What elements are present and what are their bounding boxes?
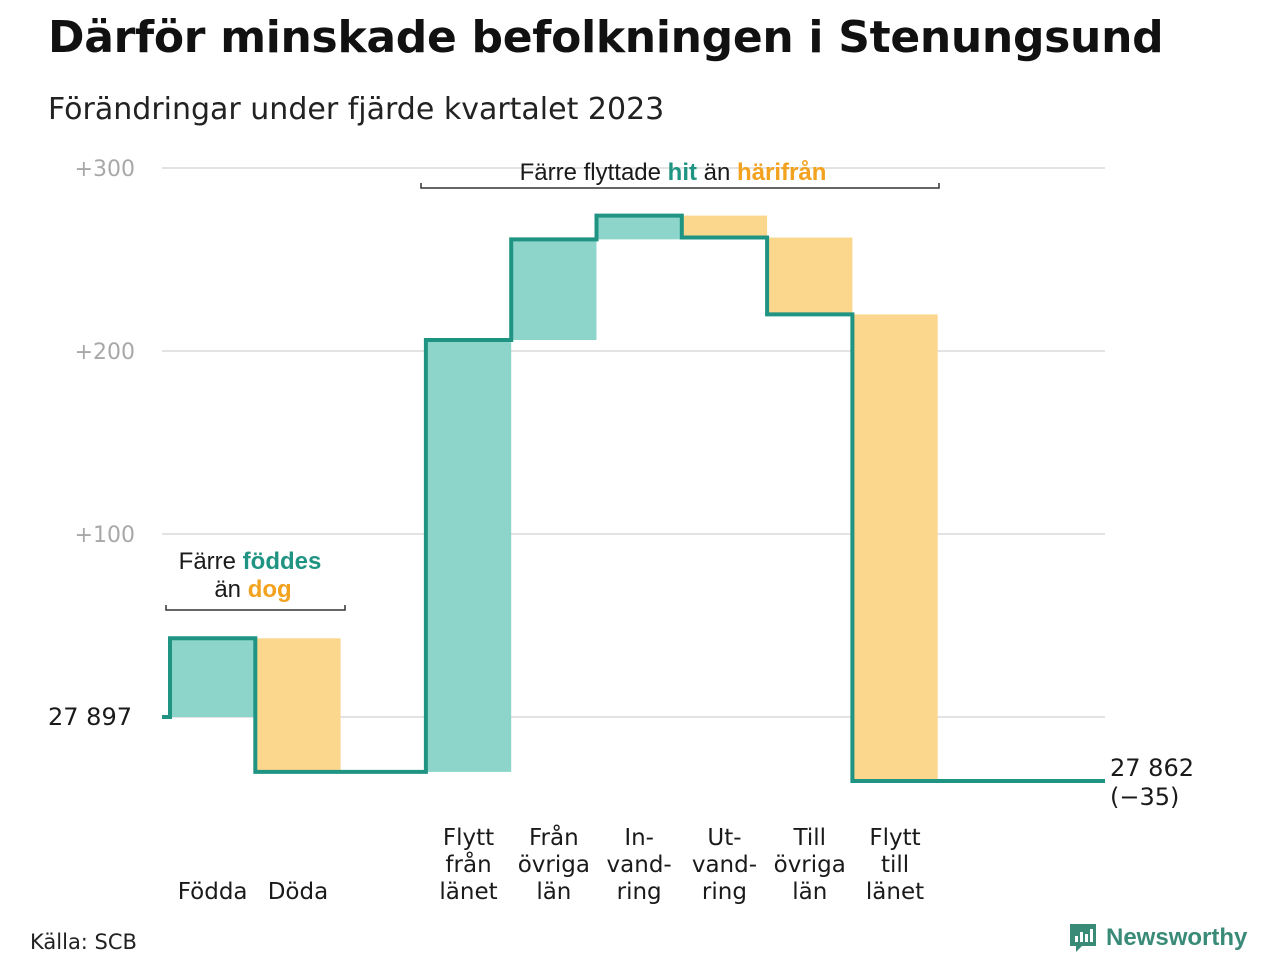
category-label: län — [536, 879, 571, 905]
end-value-label: (−35) — [1110, 783, 1179, 811]
group-bracket — [165, 605, 346, 611]
annotation-part: Färre flyttade — [520, 159, 668, 186]
brand-logo: Newsworthy — [1068, 922, 1247, 954]
annotation-part: dog — [248, 576, 292, 603]
group-annotation: än dog — [214, 576, 291, 603]
group-annotation: Färre föddes — [179, 548, 322, 575]
category-label: Från — [529, 823, 579, 851]
page-subtitle: Förändringar under fjärde kvartalet 2023 — [48, 92, 665, 127]
bar — [511, 239, 597, 341]
category-label: Ut- — [707, 825, 741, 851]
start-value-label: 27 897 — [48, 703, 132, 731]
annotation-part: hit — [668, 159, 697, 186]
bar — [255, 638, 341, 772]
bar — [170, 638, 256, 717]
category-label: Till — [792, 825, 826, 851]
category-label: Födda — [178, 879, 248, 905]
annotation-part: Färre — [179, 548, 243, 575]
category-label: Döda — [268, 879, 328, 905]
category-label: ring — [617, 879, 662, 905]
page-title: Därför minskade befolkningen i Stenungsu… — [48, 12, 1164, 63]
category-label: övriga — [518, 852, 590, 878]
category-label: från — [445, 850, 491, 878]
bar — [681, 215, 768, 238]
category-label: Flytt — [443, 825, 494, 851]
bar — [425, 340, 512, 772]
bar — [767, 237, 853, 315]
category-label: till — [881, 852, 909, 878]
category-label: vand- — [692, 852, 757, 878]
brand-name: Newsworthy — [1106, 924, 1248, 951]
category-label: ring — [702, 879, 747, 905]
category-label: län — [792, 879, 827, 905]
group-annotation: Färre flyttade hit än härifrån — [520, 159, 827, 186]
series-line — [162, 213, 1105, 784]
source-note: Källa: SCB — [30, 930, 137, 954]
y-tick-label: +300 — [75, 157, 135, 182]
end-value-label: 27 862 — [1110, 754, 1194, 782]
annotation-part: än — [697, 159, 737, 186]
bar — [596, 215, 682, 240]
annotation-part: än — [214, 576, 247, 603]
category-label: övriga — [774, 852, 846, 878]
category-label: In- — [624, 825, 654, 851]
y-tick-label: +200 — [75, 340, 135, 365]
annotation-part: föddes — [243, 548, 322, 575]
chart-logo-icon — [1070, 924, 1096, 952]
category-label: Flytt — [869, 825, 920, 851]
group-bracket — [420, 183, 940, 189]
category-label: länet — [866, 879, 924, 905]
category-label: länet — [439, 879, 497, 905]
annotation-part: härifrån — [737, 159, 826, 186]
y-tick-label: +100 — [75, 523, 135, 548]
bar — [852, 314, 938, 782]
category-label: vand- — [607, 852, 672, 878]
